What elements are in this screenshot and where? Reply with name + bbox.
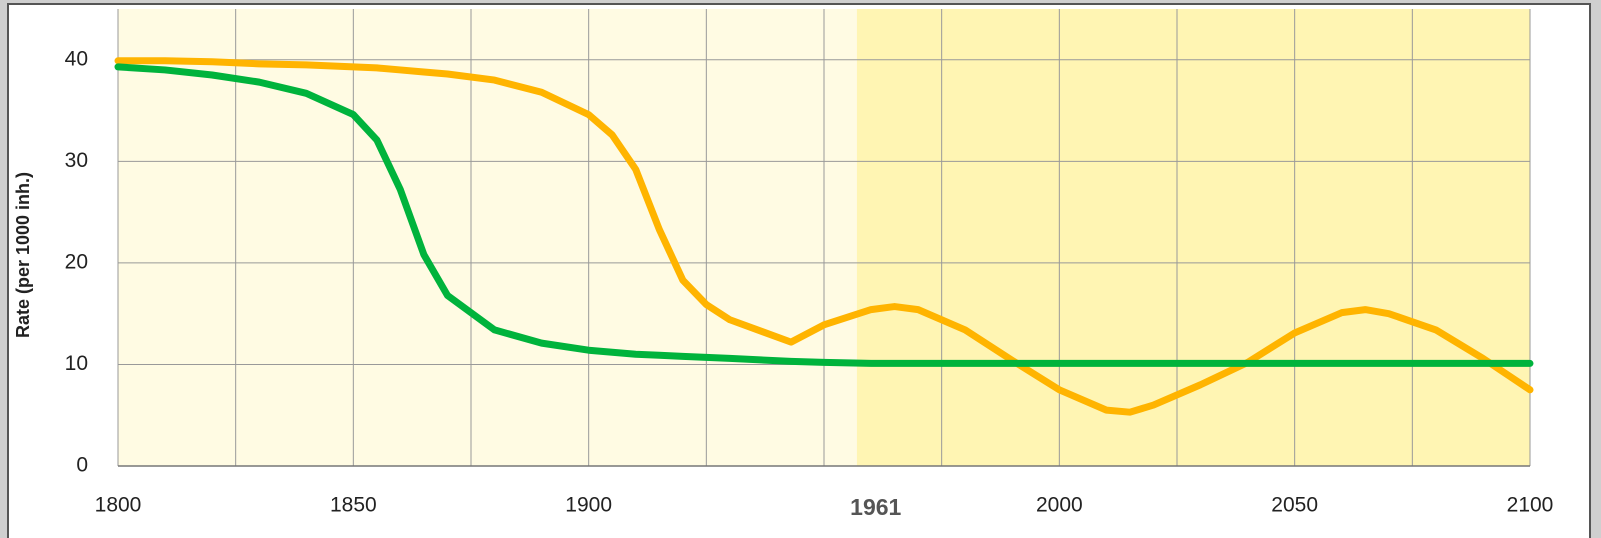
shaded-region (856, 9, 1530, 466)
y-tick-label: 10 (65, 352, 88, 375)
x-tick-label: 1800 (95, 494, 142, 517)
x-tick-label: 1900 (565, 494, 612, 517)
x-tick-label: 1961 (850, 494, 901, 520)
y-tick-label: 20 (65, 250, 88, 273)
line-series (114, 63, 1534, 367)
x-tick-label: 2000 (1036, 494, 1083, 517)
y-axis-label: Rate (per 1000 inh.) (13, 172, 33, 338)
y-tick-label: 0 (76, 454, 88, 477)
x-tick-label: 1850 (330, 494, 377, 517)
y-tick-label: 30 (65, 149, 88, 172)
y-tick-label: 40 (65, 47, 88, 70)
x-tick-label: 2100 (1507, 494, 1554, 517)
line-series (114, 57, 1534, 416)
x-tick-label: 2050 (1271, 494, 1318, 517)
